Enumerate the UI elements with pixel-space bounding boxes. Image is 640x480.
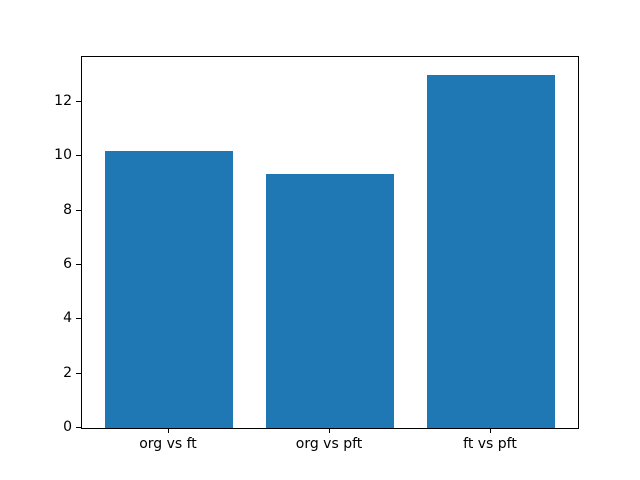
y-tick-label: 8 [63,202,72,218]
y-tick-label: 6 [63,256,72,272]
y-tick-label: 2 [63,365,72,381]
x-tick-mark [329,428,330,433]
y-tick-label: 10 [54,147,72,163]
y-tick-label: 4 [63,310,72,326]
y-tick-label: 0 [63,419,72,435]
y-tick-mark [76,210,81,211]
y-tick-mark [76,318,81,319]
x-tick-label: org vs ft [139,436,197,452]
y-tick-mark [76,373,81,374]
y-tick-mark [76,264,81,265]
y-tick-mark [76,101,81,102]
y-tick-label: 12 [54,93,72,109]
bar-org-vs-pft [265,173,395,428]
bar-org-vs-ft [104,150,234,428]
x-tick-mark [490,428,491,433]
plot-area [81,56,579,429]
x-tick-mark [168,428,169,433]
x-tick-label: org vs pft [295,436,363,452]
bar-ft-vs-pft [426,74,556,428]
y-tick-mark [76,427,81,428]
x-tick-label: ft vs pft [463,436,517,452]
y-tick-mark [76,155,81,156]
